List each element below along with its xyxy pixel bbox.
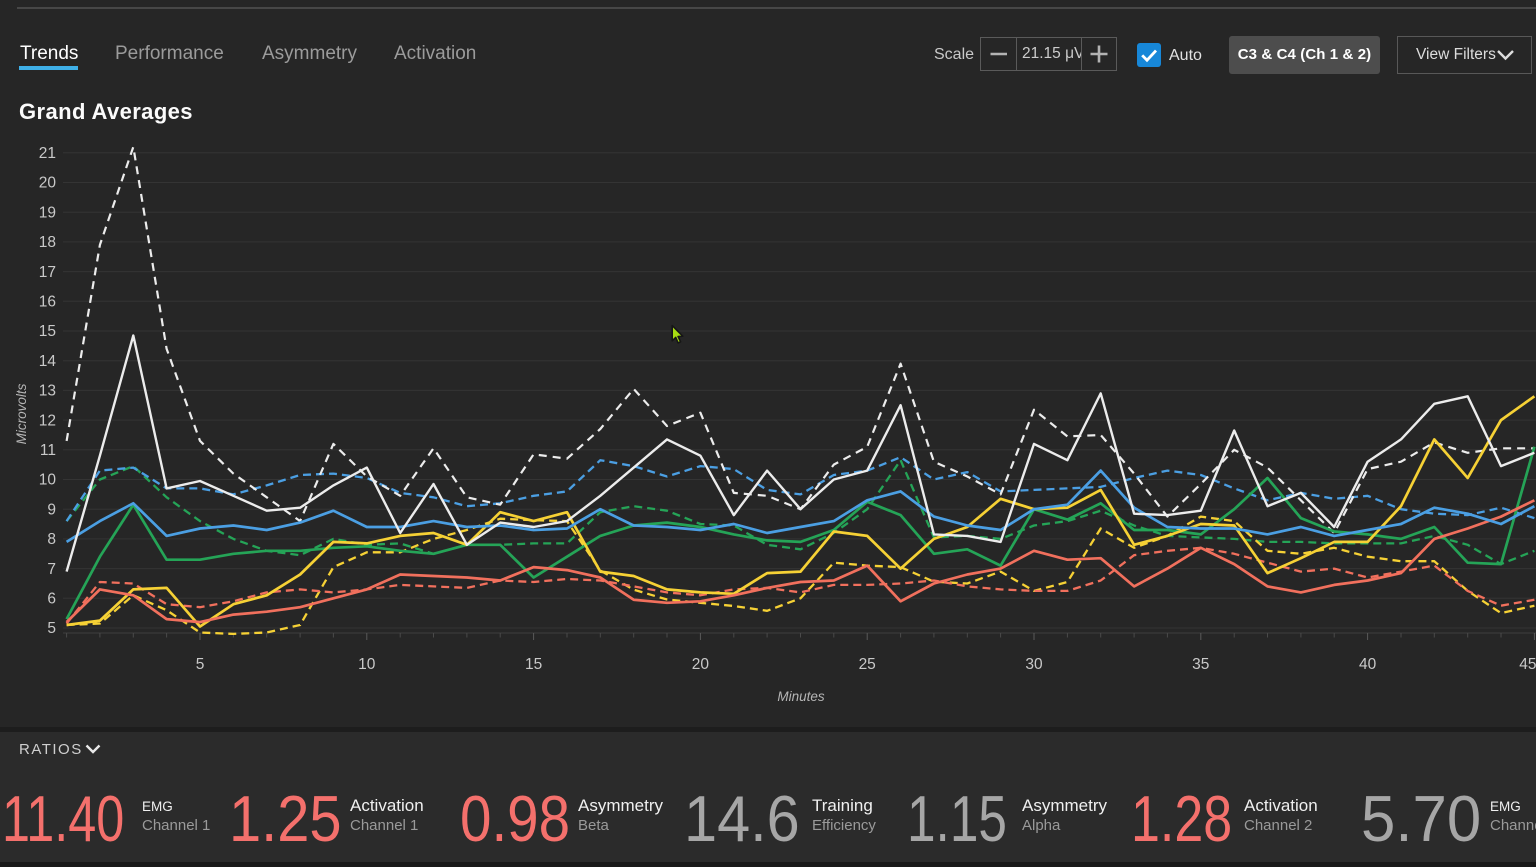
- svg-text:30: 30: [1025, 656, 1043, 673]
- svg-text:45: 45: [1519, 656, 1536, 673]
- svg-text:17: 17: [39, 264, 56, 281]
- svg-text:12: 12: [39, 412, 56, 429]
- svg-text:Minutes: Minutes: [777, 689, 825, 704]
- svg-text:15: 15: [39, 323, 56, 340]
- svg-text:15: 15: [525, 656, 542, 673]
- svg-text:20: 20: [692, 656, 710, 673]
- svg-text:18: 18: [39, 234, 56, 251]
- svg-text:5: 5: [47, 620, 56, 637]
- svg-text:8: 8: [47, 531, 56, 548]
- svg-text:35: 35: [1192, 656, 1209, 673]
- svg-text:11: 11: [40, 442, 56, 459]
- svg-text:9: 9: [47, 501, 56, 518]
- svg-text:16: 16: [39, 294, 56, 311]
- svg-text:13: 13: [39, 383, 56, 400]
- svg-text:7: 7: [47, 561, 56, 578]
- svg-text:5: 5: [196, 656, 205, 673]
- svg-text:20: 20: [39, 175, 57, 192]
- svg-text:40: 40: [1359, 656, 1377, 673]
- svg-text:19: 19: [39, 204, 56, 221]
- svg-text:6: 6: [47, 591, 56, 608]
- svg-text:25: 25: [859, 656, 876, 673]
- svg-text:Microvolts: Microvolts: [14, 383, 29, 444]
- svg-text:10: 10: [358, 656, 376, 673]
- svg-text:14: 14: [39, 353, 57, 370]
- svg-text:21: 21: [39, 145, 56, 162]
- svg-text:10: 10: [39, 472, 57, 489]
